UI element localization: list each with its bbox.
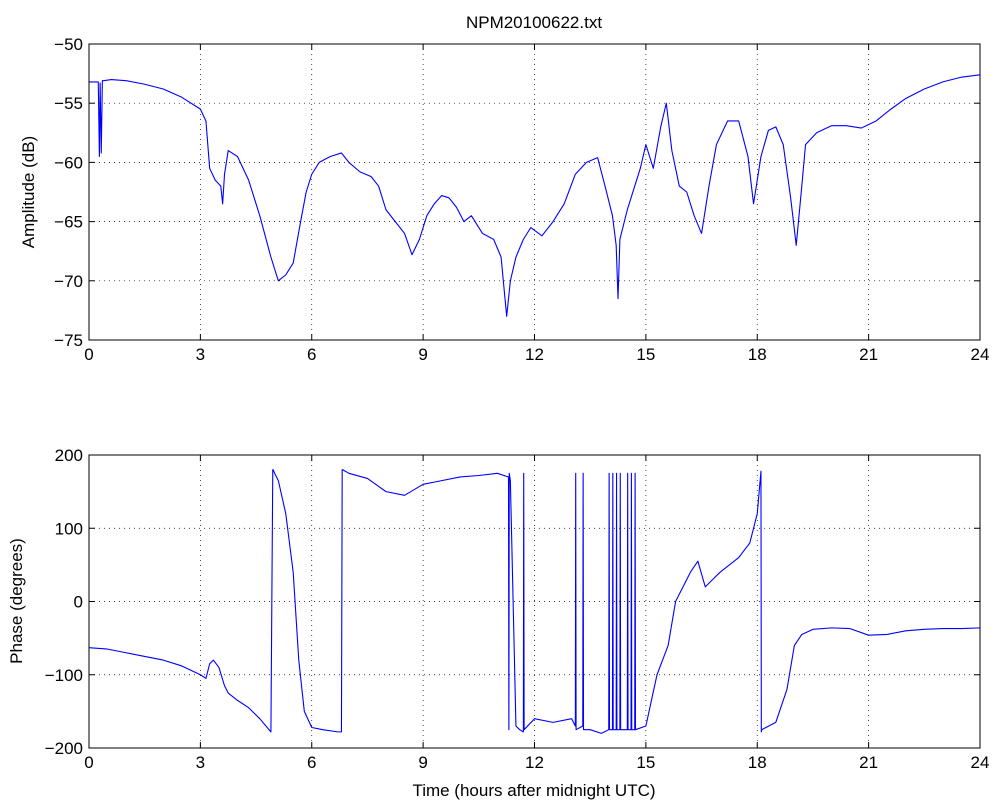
phase-x-tick-label: 6 — [307, 753, 316, 772]
phase-y-tick-label: 0 — [74, 593, 83, 612]
phase-x-tick-label: 21 — [859, 753, 878, 772]
phase-x-tick-label: 18 — [748, 753, 767, 772]
amplitude-y-axis-label: Amplitude (dB) — [19, 136, 38, 248]
amplitude-y-tick-label: −60 — [54, 153, 83, 172]
phase-y-axis-label: Phase (degrees) — [7, 538, 26, 664]
amplitude-x-tick-label: 6 — [307, 345, 316, 364]
phase-x-tick-label: 3 — [196, 753, 205, 772]
phase-x-tick-label: 24 — [971, 753, 990, 772]
amplitude-y-tick-label: −55 — [54, 94, 83, 113]
phase-x-tick-label: 9 — [418, 753, 427, 772]
amplitude-plot: 0 3 6 9 12 15 18 21 24 −75 −70 −65 −60 −55 −50 Amplitu… — [19, 35, 989, 364]
phase-y-tick-label: 100 — [55, 519, 83, 538]
amplitude-ticks: 0 3 6 9 12 15 18 21 24 −75 −70 −65 −60 −55 −50 — [54, 35, 989, 364]
amplitude-x-tick-label: 3 — [196, 345, 205, 364]
amplitude-x-tick-label: 21 — [859, 345, 878, 364]
amplitude-y-tick-label: −75 — [54, 331, 83, 350]
figure-title: NPM20100622.txt — [466, 13, 602, 32]
amplitude-x-tick-label: 9 — [418, 345, 427, 364]
phase-x-axis-label: Time (hours after midnight UTC) — [412, 781, 655, 800]
phase-x-tick-label: 0 — [84, 753, 93, 772]
amplitude-series-line — [89, 74, 981, 317]
amplitude-grid — [89, 44, 980, 340]
amplitude-y-tick-label: −50 — [54, 35, 83, 54]
phase-series-line — [88, 469, 981, 734]
amplitude-x-tick-label: 15 — [636, 345, 655, 364]
amplitude-plot-frame — [89, 44, 980, 340]
phase-y-tick-label: −100 — [45, 666, 83, 685]
amplitude-x-tick-label: 18 — [748, 345, 767, 364]
phase-y-tick-label: 200 — [55, 446, 83, 465]
phase-plot: 0 3 6 9 12 15 18 21 24 −200 −100 0 100 200 Phase (deg… — [7, 446, 989, 800]
amplitude-x-tick-label: 0 — [84, 345, 93, 364]
phase-x-tick-label: 15 — [636, 753, 655, 772]
phase-ticks: 0 3 6 9 12 15 18 21 24 −200 −100 0 100 200 — [45, 446, 990, 772]
phase-y-tick-label: −200 — [45, 739, 83, 758]
amplitude-x-tick-label: 12 — [525, 345, 544, 364]
amplitude-y-tick-label: −65 — [54, 213, 83, 232]
amplitude-y-tick-label: −70 — [54, 272, 83, 291]
phase-grid — [89, 455, 980, 748]
amplitude-x-tick-label: 24 — [971, 345, 990, 364]
phase-x-tick-label: 12 — [525, 753, 544, 772]
